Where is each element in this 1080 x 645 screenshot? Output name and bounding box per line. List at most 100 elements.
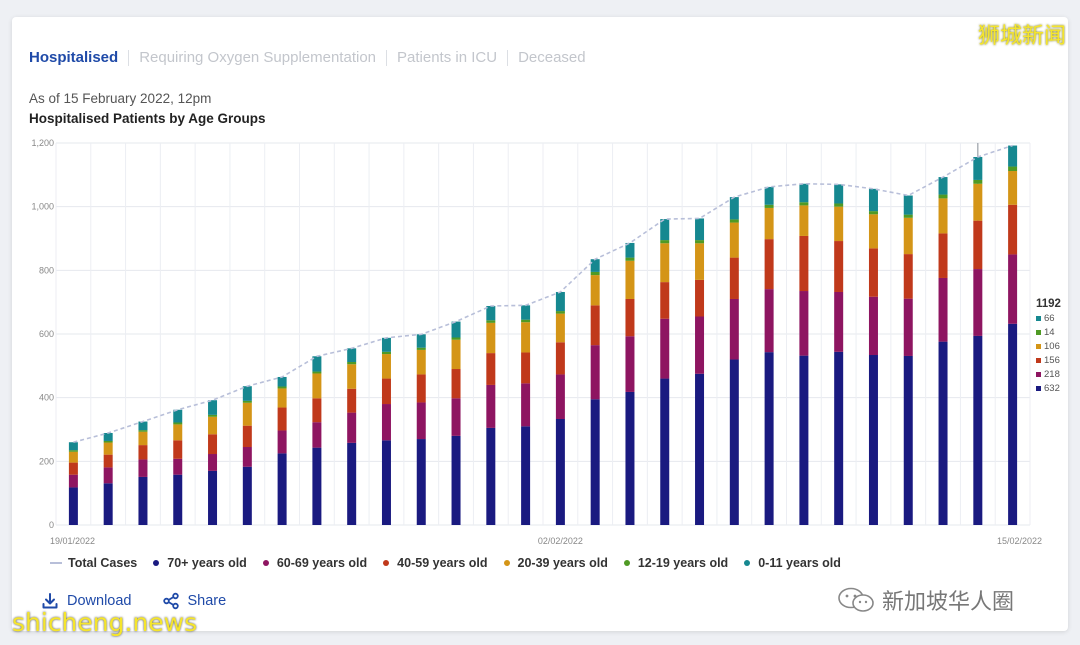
share-label: Share xyxy=(187,593,227,609)
bar-segment-12-19-years-old xyxy=(764,204,774,208)
bar-segment-0-11-years-old xyxy=(1008,145,1018,167)
x-tick-label: 15/02/2022 xyxy=(997,536,1042,546)
y-tick-label: 600 xyxy=(39,329,54,339)
legend-70-plus[interactable]: 70+ years old xyxy=(153,556,247,570)
tab-oxygen[interactable]: Requiring Oxygen Supplementation xyxy=(128,50,386,66)
tooltip-swatch xyxy=(1036,372,1041,377)
bar-segment-0-11-years-old xyxy=(486,305,496,321)
bar-segment-12-19-years-old xyxy=(173,422,183,425)
bar-segment-60-69-years-old xyxy=(521,383,531,427)
bar-segment-40-59-years-old xyxy=(208,434,218,455)
bar-segment-20-39-years-old xyxy=(799,205,809,236)
chart-actions: Download Share xyxy=(41,592,256,610)
legend-0-11[interactable]: 0-11 years old xyxy=(744,556,841,570)
tab-deceased[interactable]: Deceased xyxy=(507,50,596,66)
bar-segment-60-69-years-old xyxy=(242,447,252,467)
bar-segment-20-39-years-old xyxy=(660,243,670,283)
legend-label: 40-59 years old xyxy=(397,556,488,570)
legend-20-39[interactable]: 20-39 years old xyxy=(503,556,608,570)
bar-segment-60-69-years-old xyxy=(138,459,148,477)
tab-hospitalised[interactable]: Hospitalised xyxy=(29,49,119,66)
bar-segment-60-69-years-old xyxy=(764,289,774,353)
bar-segment-60-69-years-old xyxy=(347,412,357,443)
tooltip-value: 632 xyxy=(1044,383,1060,394)
bar-segment-70-years-old xyxy=(590,399,600,525)
bar-segment-0-11-years-old xyxy=(312,356,322,372)
bar-segment-40-59-years-old xyxy=(242,425,252,448)
bar-segment-20-39-years-old xyxy=(764,207,774,240)
bar-segment-40-59-years-old xyxy=(277,407,287,431)
bar-segment-20-39-years-old xyxy=(590,275,600,306)
bar-segment-20-39-years-old xyxy=(555,313,565,343)
chart-card: Hospitalised Requiring Oxygen Supplement… xyxy=(12,17,1068,631)
bar-segment-60-69-years-old xyxy=(555,374,565,419)
bar-segment-20-39-years-old xyxy=(451,339,461,370)
bar-segment-12-19-years-old xyxy=(208,414,218,417)
bar-segment-40-59-years-old xyxy=(695,279,705,317)
bar-segment-0-11-years-old xyxy=(660,219,670,241)
download-button[interactable]: Download xyxy=(41,592,132,610)
bar-segment-40-59-years-old xyxy=(903,254,913,299)
y-tick-label: 0 xyxy=(49,520,54,530)
bar-segment-0-11-years-old xyxy=(799,183,809,203)
bar-segment-40-59-years-old xyxy=(625,298,635,337)
legend-label: 20-39 years old xyxy=(517,556,608,570)
bar-segment-20-39-years-old xyxy=(242,402,252,426)
bar-segment-70-years-old xyxy=(973,335,983,525)
bar-segment-20-39-years-old xyxy=(695,243,705,280)
bar-segment-70-years-old xyxy=(834,351,844,525)
as-of-timestamp: As of 15 February 2022, 12pm xyxy=(29,91,212,106)
bar-segment-70-years-old xyxy=(173,474,183,525)
bar-segment-70-years-old xyxy=(555,418,565,525)
bar-segment-20-39-years-old xyxy=(68,451,78,463)
watermark-top-right: 狮城新闻 xyxy=(977,24,1066,49)
bar-segment-20-39-years-old xyxy=(868,214,878,249)
bar-segment-70-years-old xyxy=(103,483,113,525)
legend-total-cases[interactable]: Total Cases xyxy=(50,556,137,570)
bar-segment-0-11-years-old xyxy=(138,421,148,431)
share-button[interactable]: Share xyxy=(162,592,227,610)
bar-segment-40-59-years-old xyxy=(521,352,531,384)
bar-segment-70-years-old xyxy=(799,355,809,525)
legend-60-69[interactable]: 60-69 years old xyxy=(262,556,368,570)
bar-segment-40-59-years-old xyxy=(799,235,809,292)
legend-40-59[interactable]: 40-59 years old xyxy=(383,556,488,570)
bar-segment-40-59-years-old xyxy=(938,233,948,278)
bar-segment-40-59-years-old xyxy=(173,440,183,459)
bar-segment-12-19-years-old xyxy=(590,271,600,276)
bar-segment-20-39-years-old xyxy=(486,322,496,354)
bar-segment-0-11-years-old xyxy=(764,186,774,205)
bar-segment-12-19-years-old xyxy=(381,351,391,355)
bar-segment-0-11-years-old xyxy=(868,188,878,212)
bar-segment-60-69-years-old xyxy=(695,316,705,374)
bar-segment-70-years-old xyxy=(242,466,252,525)
bar-segment-20-39-years-old xyxy=(903,217,913,255)
x-tick-label: 19/01/2022 xyxy=(50,536,95,546)
tab-icu[interactable]: Patients in ICU xyxy=(386,50,507,66)
bar-segment-40-59-years-old xyxy=(103,454,113,468)
tooltip-value: 66 xyxy=(1044,313,1055,324)
legend-dash-icon xyxy=(50,562,62,564)
legend-dot-icon xyxy=(503,560,510,566)
tooltip-value: 106 xyxy=(1044,341,1060,352)
bar-segment-20-39-years-old xyxy=(277,388,287,408)
bar-segment-40-59-years-old xyxy=(868,248,878,297)
bar-segment-40-59-years-old xyxy=(381,378,391,405)
y-tick-label: 800 xyxy=(39,265,54,275)
legend-dot-icon xyxy=(383,560,390,566)
bar-segment-0-11-years-old xyxy=(729,197,739,220)
bar-segment-20-39-years-old xyxy=(625,260,635,299)
bar-segment-60-69-years-old xyxy=(973,269,983,336)
bar-segment-12-19-years-old xyxy=(695,240,705,244)
legend-label: 70+ years old xyxy=(167,556,247,570)
bar-segment-0-11-years-old xyxy=(625,242,635,258)
legend-12-19[interactable]: 12-19 years old xyxy=(623,556,728,570)
legend-label: 60-69 years old xyxy=(276,556,368,570)
bar-segment-0-11-years-old xyxy=(242,386,252,401)
bar-segment-12-19-years-old xyxy=(555,311,565,314)
y-tick-label: 1,000 xyxy=(31,202,54,212)
bar-segment-20-39-years-old xyxy=(312,373,322,399)
bar-segment-12-19-years-old xyxy=(277,386,287,389)
chart-legend: Total Cases 70+ years old 60-69 years ol… xyxy=(50,556,857,570)
